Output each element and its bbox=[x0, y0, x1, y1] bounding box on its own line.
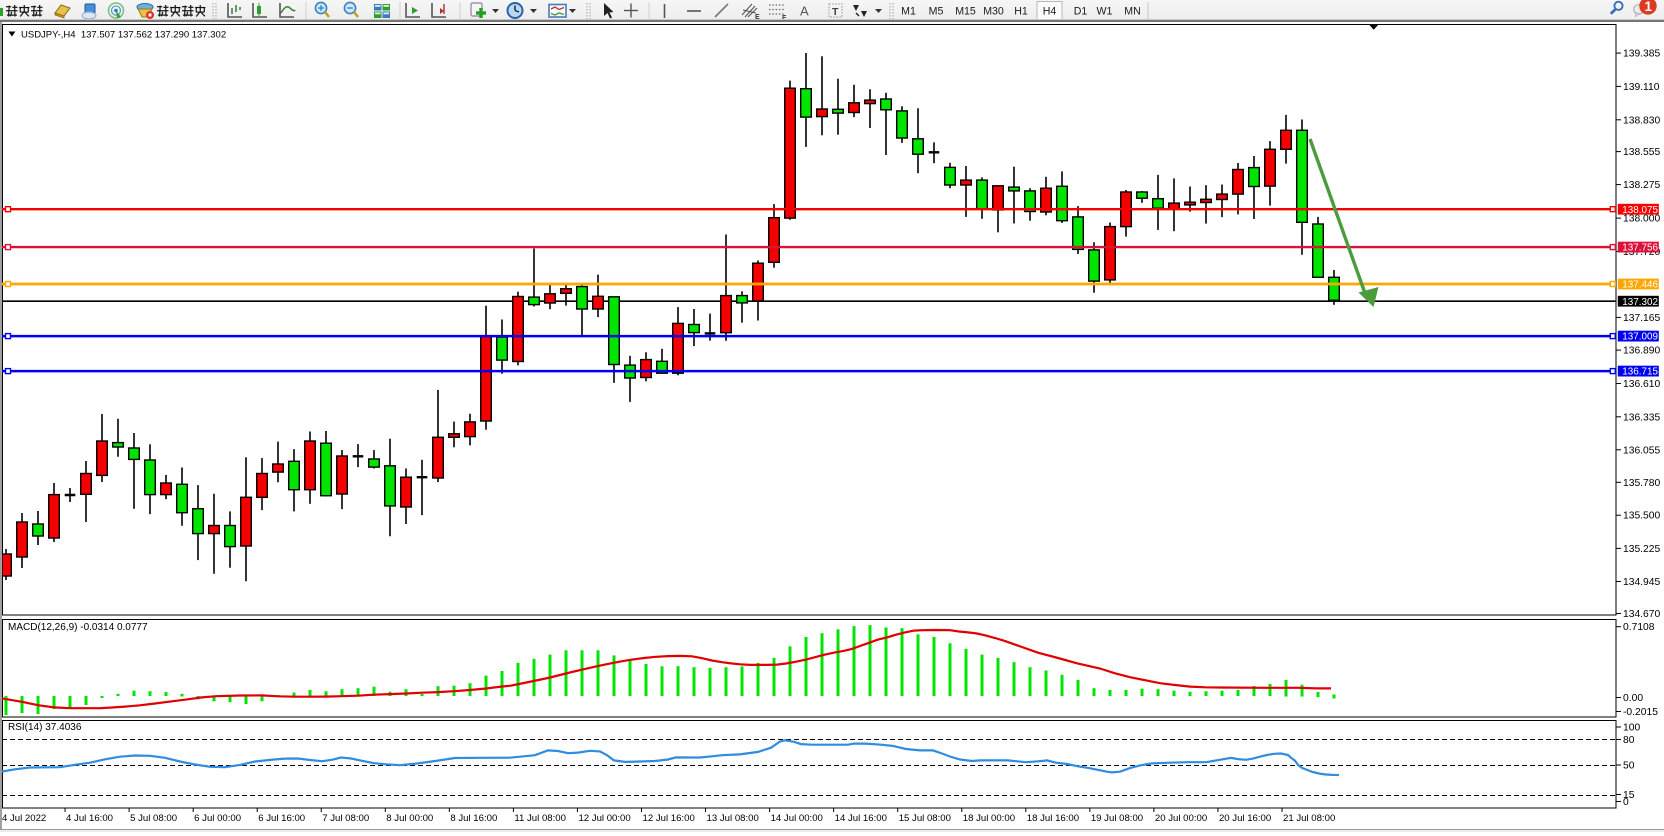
svg-text:137.756: 137.756 bbox=[1622, 243, 1658, 254]
svg-text:1: 1 bbox=[1644, 0, 1652, 14]
svg-text:134.945: 134.945 bbox=[1623, 577, 1660, 588]
svg-text:0: 0 bbox=[1623, 797, 1629, 808]
svg-text:15 Jul 08:00: 15 Jul 08:00 bbox=[899, 813, 951, 824]
svg-text:18 Jul 16:00: 18 Jul 16:00 bbox=[1027, 813, 1079, 824]
svg-text:T: T bbox=[832, 6, 839, 18]
svg-text:8 Jul 16:00: 8 Jul 16:00 bbox=[450, 813, 497, 824]
svg-text:0.00: 0.00 bbox=[1623, 693, 1643, 704]
svg-text:6 Jul 16:00: 6 Jul 16:00 bbox=[258, 813, 305, 824]
svg-text:137.446: 137.446 bbox=[1622, 280, 1658, 291]
svg-text:12 Jul 00:00: 12 Jul 00:00 bbox=[578, 813, 630, 824]
svg-text:136.055: 136.055 bbox=[1623, 445, 1660, 456]
svg-text:137.165: 137.165 bbox=[1623, 313, 1660, 324]
svg-text:134.670: 134.670 bbox=[1623, 609, 1660, 620]
svg-text:80: 80 bbox=[1623, 735, 1635, 746]
svg-text:139.385: 139.385 bbox=[1623, 49, 1660, 60]
svg-text:50: 50 bbox=[1623, 761, 1635, 772]
svg-text:0.7108: 0.7108 bbox=[1623, 622, 1655, 633]
svg-text:M5: M5 bbox=[929, 6, 944, 18]
svg-text:13 Jul 08:00: 13 Jul 08:00 bbox=[707, 813, 759, 824]
svg-text:139.110: 139.110 bbox=[1623, 82, 1660, 93]
svg-text:100: 100 bbox=[1623, 723, 1640, 734]
svg-text:136.335: 136.335 bbox=[1623, 412, 1660, 423]
svg-text:138.555: 138.555 bbox=[1623, 147, 1660, 158]
svg-text:H1: H1 bbox=[1014, 6, 1028, 18]
svg-text:A: A bbox=[800, 4, 809, 19]
svg-text:20 Jul 16:00: 20 Jul 16:00 bbox=[1219, 813, 1271, 824]
svg-text:138.275: 138.275 bbox=[1623, 180, 1660, 191]
svg-text:M30: M30 bbox=[983, 6, 1004, 18]
svg-text:14 Jul 00:00: 14 Jul 00:00 bbox=[771, 813, 823, 824]
svg-text:136.610: 136.610 bbox=[1623, 379, 1660, 390]
svg-text:135.500: 135.500 bbox=[1623, 511, 1660, 522]
svg-text:137.009: 137.009 bbox=[1622, 332, 1658, 343]
svg-text:136.715: 136.715 bbox=[1622, 367, 1658, 378]
svg-text:USDJPY-,H4 137.507 137.562 13: USDJPY-,H4 137.507 137.562 137.290 137.3… bbox=[21, 30, 226, 41]
svg-text:18 Jul 00:00: 18 Jul 00:00 bbox=[963, 813, 1015, 824]
svg-text:D1: D1 bbox=[1074, 6, 1088, 18]
svg-text:W1: W1 bbox=[1097, 6, 1113, 18]
svg-text:20 Jul 00:00: 20 Jul 00:00 bbox=[1155, 813, 1207, 824]
svg-text:RSI(14) 37.4036: RSI(14) 37.4036 bbox=[8, 722, 82, 733]
svg-text:7 Jul 08:00: 7 Jul 08:00 bbox=[322, 813, 369, 824]
svg-text:12 Jul 16:00: 12 Jul 16:00 bbox=[643, 813, 695, 824]
svg-text:M1: M1 bbox=[901, 6, 916, 18]
svg-text:MACD(12,26,9) -0.0314 0.0777: MACD(12,26,9) -0.0314 0.0777 bbox=[8, 622, 148, 633]
svg-text:19 Jul 08:00: 19 Jul 08:00 bbox=[1091, 813, 1143, 824]
svg-text:6 Jul 00:00: 6 Jul 00:00 bbox=[194, 813, 241, 824]
svg-text:138.830: 138.830 bbox=[1623, 115, 1660, 126]
svg-text:5 Jul 08:00: 5 Jul 08:00 bbox=[130, 813, 177, 824]
svg-text:M15: M15 bbox=[955, 6, 976, 18]
svg-text:4 Jul 2022: 4 Jul 2022 bbox=[2, 813, 46, 824]
svg-text:-0.2015: -0.2015 bbox=[1623, 707, 1658, 718]
svg-text:138.075: 138.075 bbox=[1622, 205, 1658, 216]
svg-text:14 Jul 16:00: 14 Jul 16:00 bbox=[835, 813, 887, 824]
svg-text:MN: MN bbox=[1124, 6, 1140, 18]
svg-text:H4: H4 bbox=[1043, 6, 1057, 18]
svg-text:8 Jul 00:00: 8 Jul 00:00 bbox=[386, 813, 433, 824]
svg-text:F: F bbox=[782, 15, 787, 19]
svg-text:21 Jul 08:00: 21 Jul 08:00 bbox=[1283, 813, 1335, 824]
svg-text:137.302: 137.302 bbox=[1622, 297, 1658, 308]
svg-text:E: E bbox=[755, 14, 760, 19]
svg-text:135.225: 135.225 bbox=[1623, 544, 1660, 555]
svg-text:136.890: 136.890 bbox=[1623, 346, 1660, 357]
svg-text:135.780: 135.780 bbox=[1623, 478, 1660, 489]
svg-text:11 Jul 08:00: 11 Jul 08:00 bbox=[514, 813, 566, 824]
svg-text:4 Jul 16:00: 4 Jul 16:00 bbox=[66, 813, 113, 824]
